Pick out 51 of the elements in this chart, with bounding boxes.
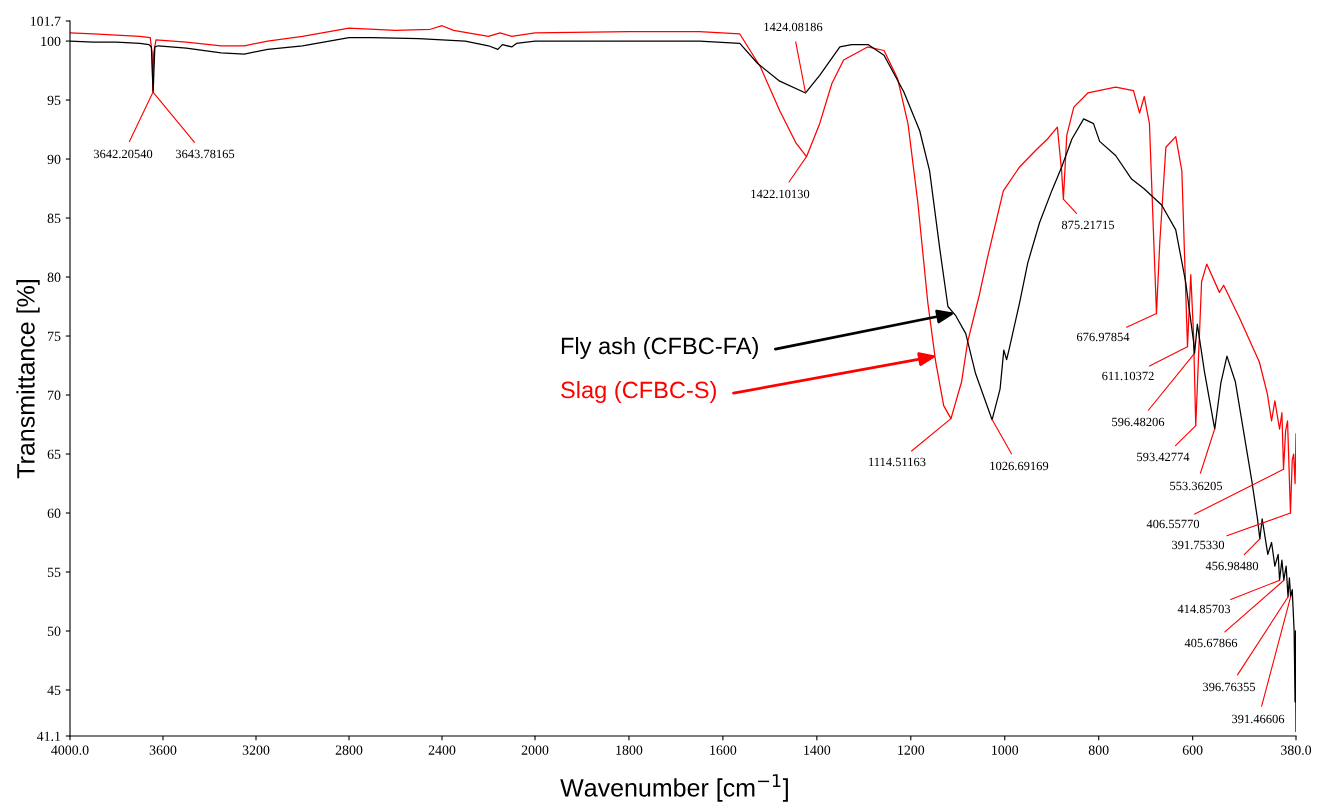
x-tick-label: 3600	[149, 745, 177, 755]
annotation: 1114.51163	[869, 457, 926, 467]
x-tick-label: 380.0	[1281, 745, 1312, 755]
annotation: 875.21715	[1061, 220, 1115, 230]
y-tick-label: 65	[47, 449, 61, 459]
x-tick-label: 1200	[898, 745, 925, 755]
x-tick-label: 800	[1088, 745, 1109, 755]
text: Slag (CFBC-S)	[561, 380, 716, 404]
annotation: 3642.20540	[93, 149, 153, 159]
x-tick-label: 4000.0	[51, 745, 89, 755]
x-tick-label: 2800	[335, 745, 363, 755]
x-tick-label: 3200	[242, 745, 270, 755]
annotation: 1424.08186	[764, 22, 823, 32]
annotation: 456.98480	[1205, 561, 1259, 571]
annotation: 406.55770	[1146, 519, 1200, 529]
y-tick-label: 41.1	[36, 731, 61, 742]
y-tick-label: 70	[48, 390, 61, 400]
y-axis-title: Transmittance [%]	[16, 280, 40, 479]
x-tick-label: 1600	[710, 745, 737, 755]
y-tick-label: 50	[47, 626, 61, 636]
y-tick-label: 90	[47, 154, 61, 164]
annotation: 391.46606	[1232, 714, 1285, 724]
annotation: 1422.10130	[751, 189, 810, 199]
x-axis-title: Wavenumber [cm$^{−1}$]	[560, 774, 788, 802]
annotation: 414.85703	[1177, 604, 1231, 614]
y-tick-label: 101.7	[30, 16, 61, 27]
annotation: 1026.69169	[990, 461, 1049, 471]
y-tick-label: 55	[47, 567, 61, 577]
y-tick-label: 75	[48, 331, 61, 341]
y-tick-label: 80	[47, 272, 61, 282]
y-tick-label: 100	[41, 36, 61, 47]
y-tick-label: 85	[47, 213, 61, 223]
annotation: 391.75330	[1172, 540, 1225, 550]
annotation: 596.48206	[1112, 417, 1165, 427]
annotation: 611.10372	[1102, 371, 1154, 381]
text: Fly ash (CFBC-FA)	[561, 337, 758, 360]
y-tick-label: 45	[47, 685, 61, 695]
x-tick-label: 1000	[992, 745, 1019, 755]
annotation: 405.67866	[1184, 638, 1238, 648]
x-tick-label: 600	[1182, 745, 1203, 755]
y-tick-label: 60	[47, 508, 61, 518]
annotation: 3643.78165	[175, 149, 235, 159]
y-tick-label: 95	[47, 95, 61, 106]
annotation: 593.42774	[1137, 452, 1190, 462]
annotation: 553.36205	[1170, 481, 1223, 491]
x-tick-label: 2000	[521, 745, 549, 755]
annotation: 676.97854	[1076, 332, 1130, 342]
x-tick-label: 2400	[428, 745, 456, 755]
x-tick-label: 1800	[616, 745, 643, 755]
annotation: 396.76355	[1203, 682, 1256, 692]
x-tick-label: 1400	[804, 745, 831, 755]
